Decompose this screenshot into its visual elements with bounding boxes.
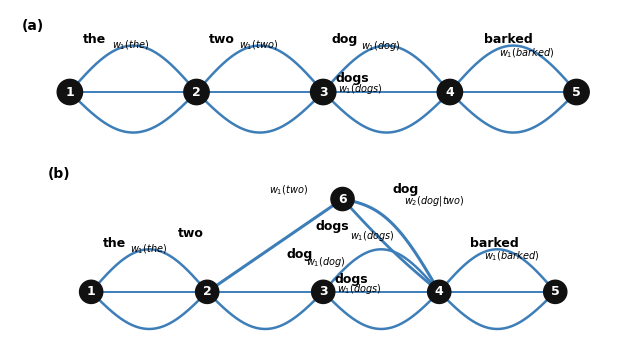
Circle shape [184, 79, 209, 105]
Text: 1: 1 [65, 86, 74, 99]
Text: dog: dog [332, 33, 358, 46]
Text: 2: 2 [203, 285, 212, 298]
Text: the: the [103, 237, 126, 250]
Text: (b): (b) [47, 167, 70, 181]
Text: the: the [83, 33, 106, 46]
Text: $w_1(the)$: $w_1(the)$ [130, 242, 167, 256]
Circle shape [437, 79, 463, 105]
Text: $w_1(dog)$: $w_1(dog)$ [361, 39, 401, 52]
Text: $w_1(dog)$: $w_1(dog)$ [306, 256, 346, 270]
Text: 1: 1 [87, 285, 95, 298]
Text: 6: 6 [338, 192, 347, 206]
Text: $w_2(dog|two)$: $w_2(dog|two)$ [404, 193, 465, 207]
Circle shape [331, 187, 354, 211]
Text: 4: 4 [445, 86, 454, 99]
Text: $w_1(dogs)$: $w_1(dogs)$ [339, 82, 383, 96]
Circle shape [428, 280, 451, 303]
Text: dogs: dogs [336, 72, 369, 85]
Text: 5: 5 [572, 86, 581, 99]
Text: 3: 3 [319, 285, 328, 298]
Text: dog: dog [286, 248, 312, 261]
Text: $w_1(dogs)$: $w_1(dogs)$ [337, 282, 382, 296]
Text: dogs: dogs [335, 273, 369, 286]
Circle shape [312, 280, 335, 303]
Text: 5: 5 [551, 285, 559, 298]
Text: 4: 4 [435, 285, 444, 298]
Circle shape [196, 280, 219, 303]
Text: 3: 3 [319, 86, 328, 99]
Text: $w_1(dogs)$: $w_1(dogs)$ [350, 229, 395, 243]
Text: $w_1(two)$: $w_1(two)$ [269, 183, 308, 197]
Text: dogs: dogs [316, 220, 349, 233]
Text: two: two [178, 227, 204, 240]
Text: (a): (a) [22, 19, 45, 33]
Text: dog: dog [393, 183, 419, 196]
Text: barked: barked [484, 33, 532, 46]
Circle shape [79, 280, 103, 303]
Text: two: two [209, 33, 235, 46]
Text: $w_1(the)$: $w_1(the)$ [112, 39, 149, 52]
Text: 2: 2 [192, 86, 201, 99]
Circle shape [543, 280, 567, 303]
Circle shape [310, 79, 336, 105]
Text: $w_1(barked)$: $w_1(barked)$ [484, 250, 540, 263]
Circle shape [57, 79, 83, 105]
Circle shape [564, 79, 589, 105]
Text: $w_1(two)$: $w_1(two)$ [239, 39, 278, 52]
Text: barked: barked [470, 237, 519, 250]
Text: $w_1(barked)$: $w_1(barked)$ [499, 46, 554, 60]
